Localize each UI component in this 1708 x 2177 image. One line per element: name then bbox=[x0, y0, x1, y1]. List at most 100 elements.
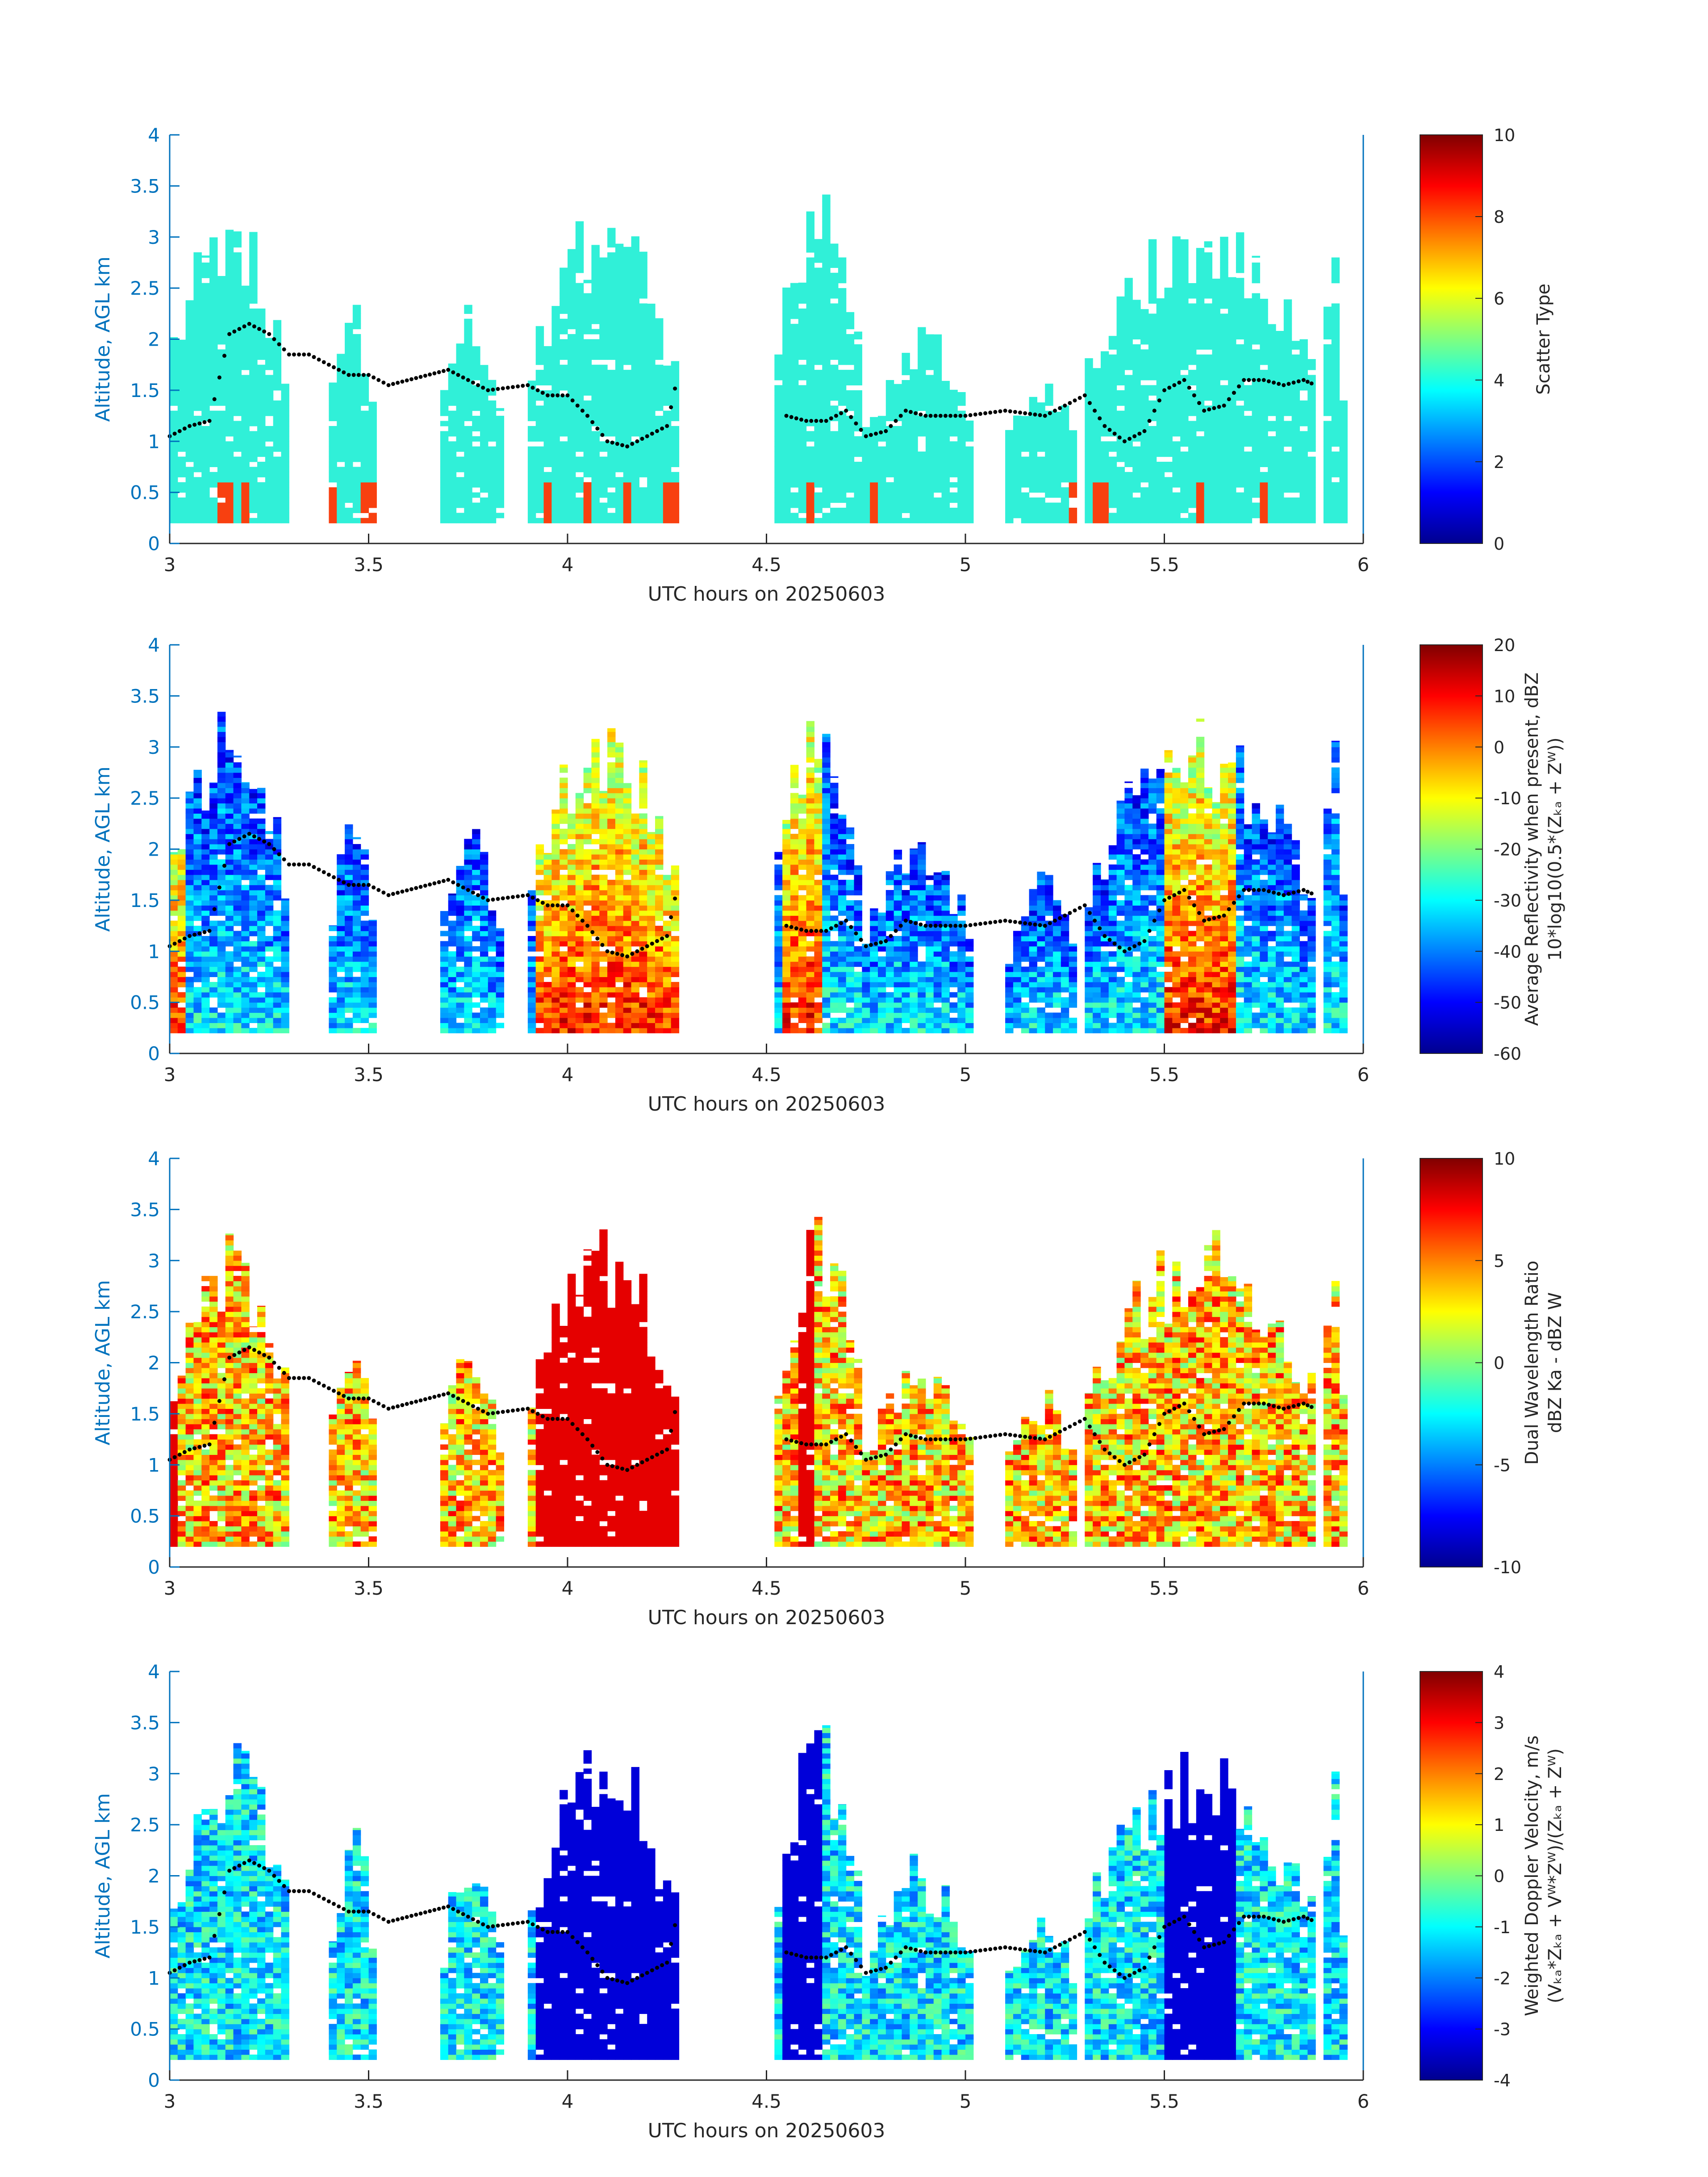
heatmap-cell bbox=[885, 451, 894, 457]
heatmap-cell bbox=[607, 318, 616, 324]
heatmap-cell bbox=[1164, 487, 1173, 493]
heatmap-cell bbox=[543, 513, 552, 518]
heatmap-cell bbox=[918, 400, 926, 406]
heatmap-cell bbox=[599, 380, 608, 386]
heatmap-cell bbox=[655, 472, 664, 477]
heatmap-cell bbox=[193, 966, 202, 972]
heatmap-cell bbox=[782, 344, 791, 350]
heatmap-cell bbox=[1268, 324, 1276, 330]
heatmap-cell bbox=[822, 237, 831, 242]
cloud-base-dot bbox=[834, 414, 838, 418]
heatmap-cell bbox=[170, 339, 178, 345]
heatmap-cell bbox=[607, 375, 616, 380]
heatmap-cell bbox=[201, 859, 210, 865]
heatmap-cell bbox=[1323, 441, 1332, 447]
heatmap-cell bbox=[249, 364, 258, 370]
heatmap-cell bbox=[488, 487, 497, 493]
heatmap-cell bbox=[806, 334, 815, 340]
heatmap-cell bbox=[639, 380, 647, 386]
heatmap-cell bbox=[1268, 487, 1276, 493]
heatmap-cell bbox=[814, 344, 823, 350]
heatmap-cell bbox=[814, 390, 823, 396]
heatmap-cell bbox=[209, 1023, 218, 1028]
heatmap-cell bbox=[1188, 324, 1197, 330]
cloud-base-dot bbox=[630, 442, 635, 446]
heatmap-cell bbox=[1124, 395, 1133, 401]
heatmap-cell bbox=[814, 456, 823, 462]
heatmap-cell bbox=[1029, 507, 1037, 513]
heatmap-cell bbox=[830, 329, 839, 334]
heatmap-cell bbox=[1156, 441, 1165, 447]
heatmap-cell bbox=[1236, 395, 1244, 401]
heatmap-cell bbox=[1093, 472, 1101, 477]
heatmap-cell bbox=[1156, 364, 1165, 370]
heatmap-cell bbox=[854, 446, 862, 452]
heatmap-cell bbox=[560, 380, 568, 386]
heatmap-cell bbox=[193, 1017, 202, 1023]
heatmap-cell bbox=[329, 395, 337, 401]
cloud-base-dot bbox=[376, 378, 381, 382]
heatmap-cell bbox=[607, 467, 616, 472]
heatmap-cell bbox=[185, 818, 194, 824]
heatmap-cell bbox=[1236, 232, 1244, 238]
heatmap-cell bbox=[607, 272, 616, 278]
heatmap-cell bbox=[941, 467, 950, 472]
heatmap-cell bbox=[1275, 421, 1284, 426]
heatmap-cell bbox=[185, 874, 194, 880]
heatmap-cell bbox=[1331, 462, 1340, 468]
heatmap-cell bbox=[798, 456, 807, 462]
heatmap-cell bbox=[170, 344, 178, 350]
heatmap-cell bbox=[1323, 421, 1332, 426]
heatmap-cell bbox=[281, 456, 289, 462]
heatmap-cell bbox=[568, 421, 576, 426]
heatmap-cell bbox=[185, 885, 194, 890]
heatmap-cell bbox=[241, 308, 250, 314]
heatmap-cell bbox=[607, 278, 616, 284]
heatmap-cell bbox=[201, 507, 210, 513]
heatmap-cell bbox=[599, 482, 608, 488]
heatmap-cell bbox=[352, 518, 361, 523]
heatmap-cell bbox=[623, 426, 632, 431]
heatmap-cell bbox=[933, 359, 942, 365]
heatmap-cell bbox=[806, 390, 815, 396]
heatmap-cell bbox=[249, 339, 258, 345]
heatmap-cell bbox=[209, 885, 218, 890]
heatmap-cell bbox=[193, 1012, 202, 1018]
heatmap-cell bbox=[1323, 354, 1332, 360]
heatmap-cell bbox=[1252, 308, 1260, 314]
heatmap-cell bbox=[1053, 518, 1061, 523]
heatmap-cell bbox=[472, 405, 480, 411]
heatmap-cell bbox=[1244, 364, 1253, 370]
heatmap-cell bbox=[591, 313, 600, 319]
heatmap-cell bbox=[623, 436, 632, 442]
heatmap-cell bbox=[209, 426, 218, 431]
heatmap-cell bbox=[1291, 507, 1300, 513]
heatmap-cell bbox=[631, 324, 639, 330]
heatmap-cell bbox=[1196, 441, 1205, 447]
heatmap-cell bbox=[209, 349, 218, 355]
heatmap-cell bbox=[1093, 456, 1101, 462]
heatmap-cell bbox=[782, 339, 791, 345]
heatmap-cell bbox=[1228, 446, 1236, 452]
heatmap-cell bbox=[1156, 482, 1165, 488]
heatmap-cell bbox=[535, 456, 544, 462]
heatmap-cell bbox=[1252, 410, 1260, 416]
heatmap-cell bbox=[345, 482, 353, 488]
heatmap-cell bbox=[1204, 507, 1213, 513]
heatmap-cell bbox=[671, 400, 680, 406]
heatmap-cell bbox=[782, 380, 791, 386]
heatmap-cell bbox=[1156, 410, 1165, 416]
heatmap-cell bbox=[1085, 436, 1093, 442]
heatmap-cell bbox=[209, 972, 218, 978]
heatmap-cell bbox=[209, 507, 218, 513]
heatmap-cell bbox=[790, 390, 799, 396]
heatmap-cell bbox=[607, 298, 616, 304]
colorbar-tick-label: 8 bbox=[1494, 207, 1504, 227]
heatmap-cell bbox=[1228, 277, 1236, 278]
heatmap-cell bbox=[1299, 421, 1308, 426]
heatmap-cell bbox=[854, 441, 862, 447]
cloud-base-dot bbox=[1197, 401, 1201, 405]
heatmap-cell bbox=[201, 880, 210, 886]
heatmap-cell bbox=[838, 436, 847, 442]
heatmap-cell bbox=[1196, 518, 1205, 523]
